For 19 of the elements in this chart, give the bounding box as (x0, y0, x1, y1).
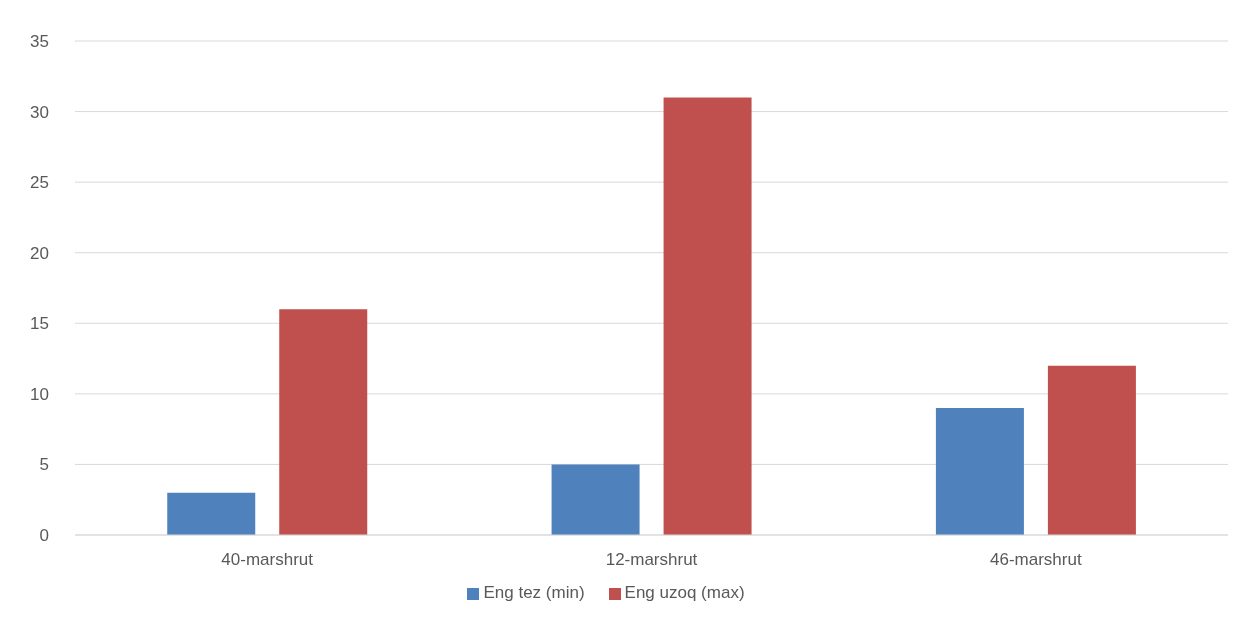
bar (663, 97, 752, 535)
bar (551, 464, 640, 535)
x-tick-label: 40-marshrut (221, 550, 314, 570)
y-tick-label: 25 (30, 173, 49, 193)
x-tick-label: 12-marshrut (605, 550, 698, 570)
x-tick-label: 46-marshrut (990, 550, 1082, 570)
y-tick-label: 20 (30, 243, 49, 263)
legend-label: Eng tez (min) (483, 583, 585, 602)
bar (935, 407, 1024, 535)
y-tick-label: 10 (30, 384, 49, 404)
y-tick-label: 5 (39, 455, 49, 475)
bar (279, 309, 368, 535)
bar (1047, 365, 1136, 535)
y-tick-label: 35 (30, 32, 49, 52)
y-tick-label: 15 (30, 314, 49, 334)
bar (167, 492, 256, 535)
y-tick-label: 0 (39, 526, 49, 546)
legend-label: Eng uzoq (max) (624, 583, 745, 602)
y-tick-label: 30 (30, 102, 49, 122)
